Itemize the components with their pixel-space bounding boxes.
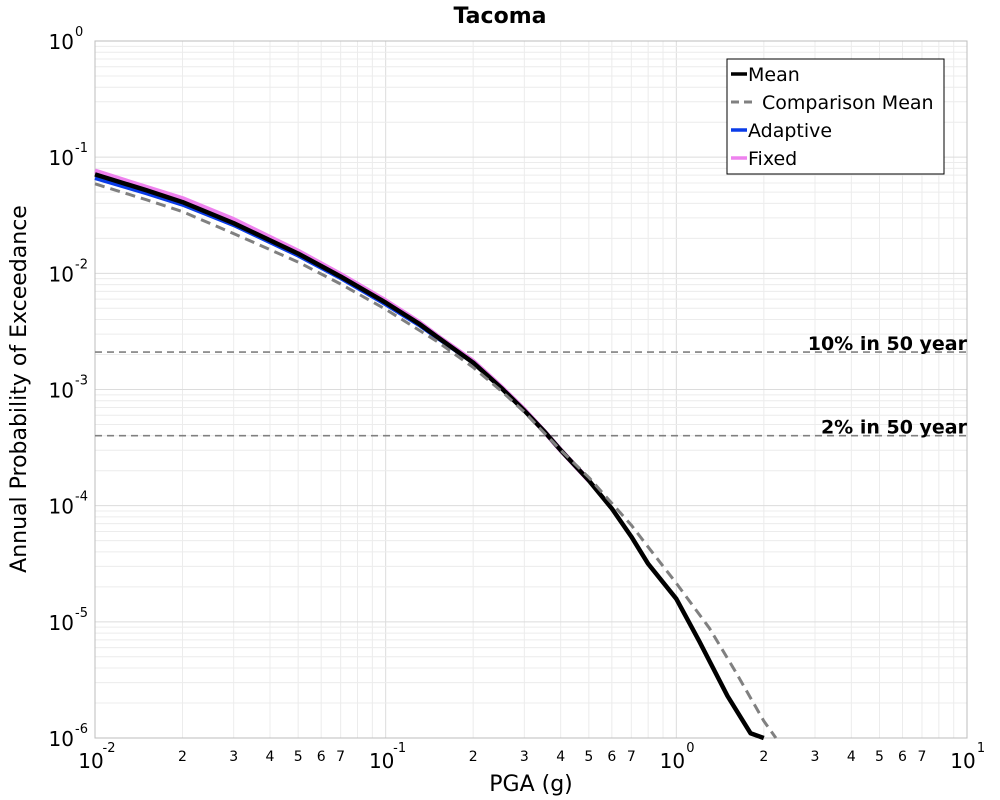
- x-minor-tick-label: 3: [520, 749, 529, 765]
- legend-label: Mean: [748, 64, 800, 86]
- y-tick-exponent: -5: [75, 606, 88, 621]
- x-tick-label: 10: [660, 749, 685, 773]
- y-tick-label: 10: [49, 495, 74, 519]
- x-minor-tick-label: 4: [847, 749, 856, 765]
- x-minor-tick-label: 6: [898, 749, 907, 765]
- y-tick-exponent: -1: [75, 141, 88, 156]
- chart-title: Tacoma: [454, 4, 547, 29]
- x-minor-tick-label: 5: [294, 749, 303, 765]
- y-tick-label: 10: [49, 30, 74, 54]
- y-tick-label: 10: [49, 146, 74, 170]
- x-minor-tick-label: 7: [918, 749, 927, 765]
- x-minor-tick-label: 3: [811, 749, 820, 765]
- x-minor-tick-label: 2: [178, 749, 187, 765]
- x-minor-tick-label: 2: [469, 749, 478, 765]
- legend-label: Fixed: [748, 148, 797, 170]
- reference-line-label: 10% in 50 year: [808, 333, 968, 355]
- x-tick-exponent: 1: [977, 741, 985, 756]
- x-minor-tick-label: 6: [317, 749, 326, 765]
- y-tick-label: 10: [49, 262, 74, 286]
- x-tick-label: 10: [369, 749, 394, 773]
- x-tick-exponent: 0: [686, 741, 694, 756]
- x-tick-exponent: -1: [393, 741, 406, 756]
- x-minor-tick-label: 4: [266, 749, 275, 765]
- x-minor-tick-label: 5: [875, 749, 884, 765]
- x-minor-tick-label: 6: [607, 749, 616, 765]
- y-tick-label: 10: [49, 379, 74, 403]
- legend-label: Comparison Mean: [762, 92, 934, 114]
- reference-lines: 10% in 50 year 2% in 50 year: [95, 333, 968, 439]
- x-minor-tick-label: 2: [759, 749, 768, 765]
- legend-box: [726, 58, 945, 175]
- y-tick-exponent: -3: [75, 374, 88, 389]
- x-minor-tick-label: 7: [627, 749, 636, 765]
- series-line: [94, 182, 778, 739]
- y-tick-exponent: -2: [75, 257, 88, 272]
- plot-area: [94, 40, 968, 739]
- y-tick-exponent: -4: [75, 490, 88, 505]
- grid: [94, 41, 967, 739]
- x-tick-label: 10: [78, 749, 103, 773]
- y-tick-label: 10: [49, 611, 74, 635]
- x-tick-label: 10: [950, 749, 975, 773]
- x-minor-tick-label: 7: [336, 749, 345, 765]
- x-tick-exponent: -2: [103, 741, 116, 756]
- y-axis-label: Annual Probability of Exceedance: [7, 205, 32, 573]
- x-axis-label: PGA (g): [489, 772, 573, 797]
- x-minor-tick-label: 5: [584, 749, 593, 765]
- y-tick-label: 10: [49, 727, 74, 751]
- legend: Mean Comparison Mean Adaptive Fixed: [726, 58, 945, 175]
- reference-line-label: 2% in 50 year: [821, 417, 968, 439]
- series: [94, 168, 778, 741]
- y-tick-exponent: -6: [75, 722, 88, 737]
- x-minor-tick-label: 4: [556, 749, 565, 765]
- legend-label: Adaptive: [748, 120, 832, 142]
- x-minor-tick-label: 3: [229, 749, 238, 765]
- y-tick-exponent: 0: [75, 25, 83, 40]
